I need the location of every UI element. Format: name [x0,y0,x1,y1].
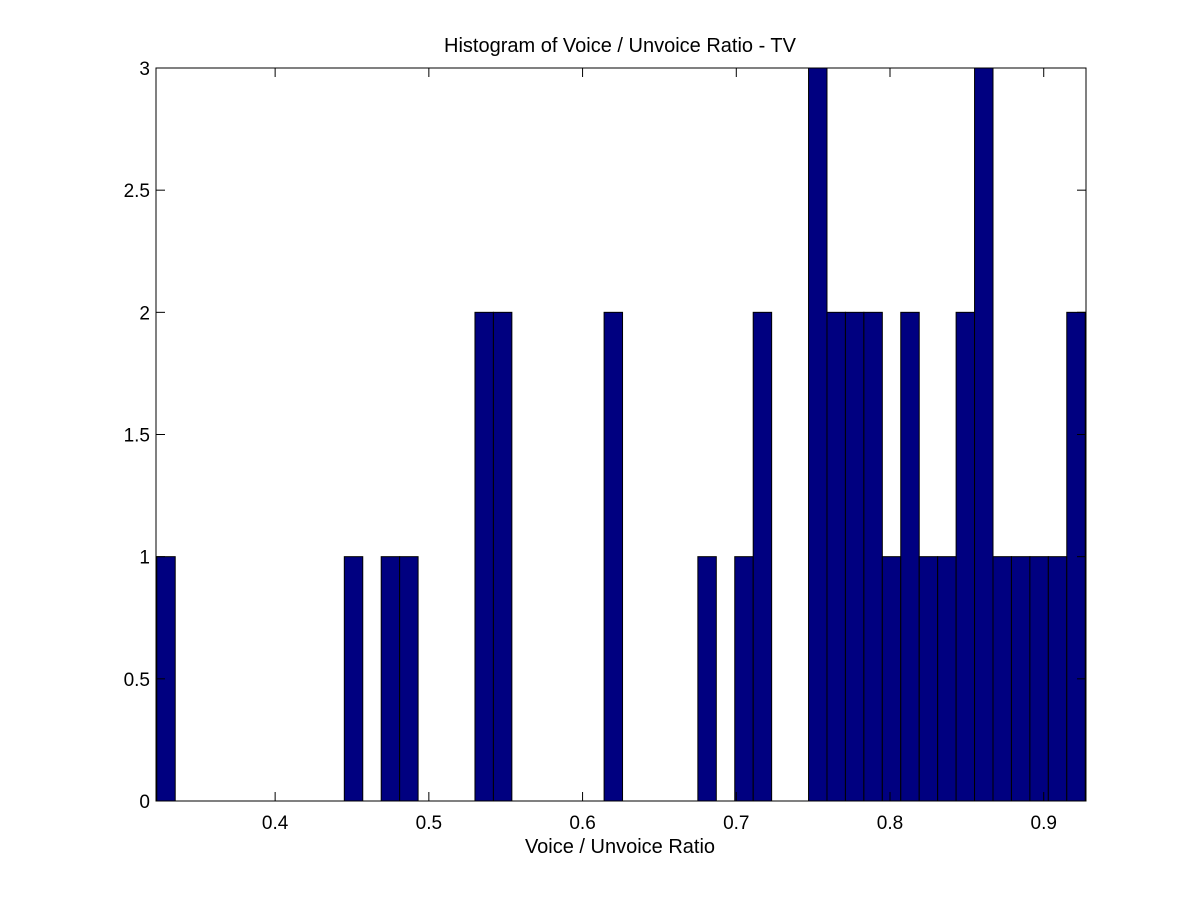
histogram-bar [343,556,364,802]
y-axis-ticks: 0 0.5 1 1.5 2 2.5 3 [124,59,1086,813]
histogram-bars [156,67,1086,802]
x-tick-label: 0.5 [416,813,442,834]
y-tick-label: 0.5 [124,670,150,691]
histogram-bar [974,67,994,802]
histogram-bar [992,556,1012,802]
histogram-bar [734,556,754,802]
histogram-bar [492,311,513,802]
x-tick-label: 0.7 [723,813,749,834]
chart-title: Histogram of Voice / Unvoice Ratio - TV [444,35,797,57]
y-tick-label: 2.5 [124,181,150,202]
histogram-bar [937,556,957,802]
y-tick-label: 0 [139,792,150,813]
histogram-bar [603,311,624,802]
x-tick-label: 0.4 [262,813,289,834]
histogram-bar [844,311,865,802]
histogram-bar [918,556,939,802]
x-tick-label: 0.6 [569,813,595,834]
histogram-bar [826,311,846,802]
x-tick-label: 0.8 [877,813,903,834]
histogram-bar [697,556,717,802]
histogram-bar [474,311,494,802]
y-tick-label: 2 [139,303,150,324]
histogram-bar [399,556,419,802]
histogram-bar [1010,556,1031,802]
histogram-bar [881,556,902,802]
x-axis-label: Voice / Unvoice Ratio [525,836,715,858]
histogram-bar [863,311,883,802]
histogram-bar [1047,556,1068,802]
histogram-bar [1029,556,1049,802]
x-tick-label: 0.9 [1031,813,1057,834]
histogram-bar [955,311,976,802]
histogram-bar [380,556,401,802]
histogram-bar [808,67,828,802]
x-axis-ticks: 0.4 0.5 0.6 0.7 0.8 0.9 [262,68,1057,834]
y-tick-label: 1.5 [124,426,150,447]
y-tick-label: 3 [139,59,150,80]
histogram-bar [752,311,773,802]
histogram-bar [900,311,920,802]
y-tick-label: 1 [139,548,150,569]
